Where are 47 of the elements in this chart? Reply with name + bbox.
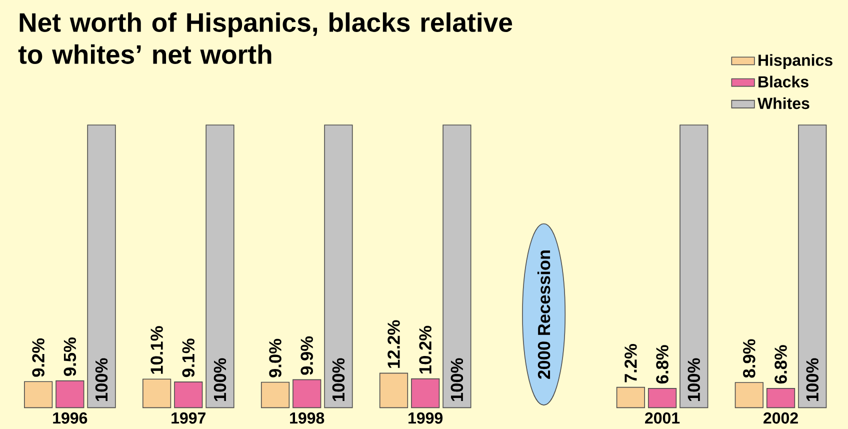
bar: [734, 382, 764, 408]
bar: [292, 379, 322, 408]
legend-label: Whites: [758, 97, 810, 110]
data-label: 12.2%: [388, 320, 400, 368]
x-tick-label: 2001: [645, 412, 680, 424]
data-label: 100%: [332, 358, 345, 401]
data-label: 6.8%: [656, 345, 668, 384]
x-tick-label: 1997: [172, 412, 206, 424]
bar: [24, 381, 53, 408]
bar: [206, 124, 234, 408]
data-label: 9.2%: [32, 338, 44, 377]
data-label: 100%: [95, 358, 108, 401]
legend-label: Hispanics: [758, 54, 832, 70]
data-label: 100%: [806, 358, 818, 401]
bar: [680, 124, 708, 408]
bar: [616, 386, 645, 408]
bar: [411, 378, 440, 408]
x-tick-label: 1999: [408, 412, 443, 424]
data-label: 100%: [688, 358, 700, 401]
bar: [798, 124, 827, 408]
x-tick-label: 1996: [53, 412, 88, 424]
bar: [142, 378, 172, 408]
chart-title: Net worth of Hispanics, blacks relative to whites’ net worth: [18, 12, 512, 64]
data-label: 10.2%: [419, 326, 432, 374]
bar: [260, 382, 290, 408]
data-label: 6.8%: [774, 345, 787, 384]
bar: [442, 124, 472, 408]
data-label: 8.9%: [743, 339, 756, 378]
bar: [379, 372, 408, 408]
legend-label: Blacks: [758, 76, 808, 88]
data-label: 9.0%: [269, 338, 282, 378]
bar: [648, 388, 677, 408]
data-label: 9.9%: [300, 336, 313, 375]
data-label: 7.2%: [624, 344, 637, 382]
data-label: 10.1%: [150, 326, 163, 374]
bar: [87, 124, 116, 408]
data-label: 9.5%: [64, 338, 76, 376]
bar: [174, 382, 203, 408]
data-label: 100%: [214, 358, 226, 401]
bar: [324, 124, 353, 408]
bar: [766, 388, 796, 408]
x-tick-label: 2002: [764, 412, 798, 424]
bar: [56, 380, 84, 408]
data-label: 9.1%: [182, 338, 195, 378]
annotation: 2000 Recession: [537, 250, 550, 379]
data-label: 100%: [450, 358, 464, 401]
x-tick-label: 1998: [290, 412, 324, 424]
